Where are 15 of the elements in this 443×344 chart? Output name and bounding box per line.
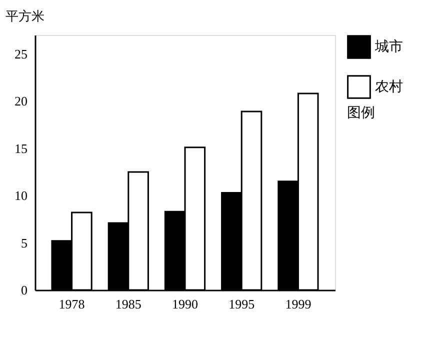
- x-tick-label: 1990: [172, 296, 198, 312]
- y-tick-label: 0: [21, 282, 28, 298]
- legend-label: 农村: [375, 79, 403, 95]
- y-tick-label: 20: [14, 94, 28, 109]
- legend-title: 图例: [347, 105, 375, 121]
- x-tick-label: 1999: [285, 296, 312, 312]
- y-axis-title: 平方米: [6, 8, 44, 24]
- y-tick-label: 5: [21, 235, 28, 250]
- y-tick-label: 10: [14, 188, 28, 204]
- x-tick-label: 1985: [115, 296, 142, 312]
- y-tick-label: 25: [14, 46, 28, 62]
- legend-label: 城市: [374, 39, 403, 55]
- y-tick-label: 15: [14, 140, 28, 156]
- x-tick-label: 1978: [58, 296, 85, 312]
- x-tick-label: 1995: [228, 296, 255, 312]
